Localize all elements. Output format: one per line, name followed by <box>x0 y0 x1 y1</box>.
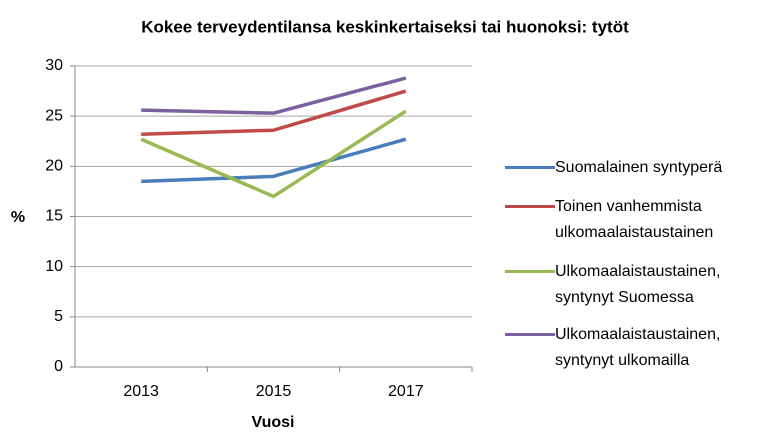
legend-entry: Toinen vanhemmista ulkomaalaistaustainen <box>505 194 765 246</box>
x-axis-label: Vuosi <box>252 414 295 431</box>
legend-entry: Suomalainen syntyperä <box>505 155 765 181</box>
legend-label: Toinen vanhemmista ulkomaalaistaustainen <box>555 198 714 241</box>
chart-title: Kokee terveydentilansa keskinkertaiseksi… <box>141 17 629 36</box>
legend-entry: Ulkomaalaistaustainen, syntynyt Suomessa <box>505 259 765 311</box>
legend-label: Ulkomaalaistaustainen, syntynyt Suomessa <box>555 263 721 306</box>
series-line <box>141 89 407 136</box>
legend-swatch <box>505 333 555 336</box>
y-tick-label: 20 <box>45 158 63 175</box>
y-tick-label: 5 <box>54 308 63 325</box>
legend-label: Suomalainen syntyperä <box>555 159 723 176</box>
y-tick-label: 10 <box>45 258 63 275</box>
series-line <box>141 76 407 115</box>
legend-entry: Ulkomaalaistaustainen, syntynyt ulkomail… <box>505 322 765 374</box>
legend-swatch <box>505 270 555 273</box>
legend-swatch <box>505 166 555 169</box>
x-tick-label: 2015 <box>256 383 292 400</box>
x-tick-label: 2013 <box>123 383 159 400</box>
y-tick-label: 0 <box>54 358 63 375</box>
y-tick-label: 15 <box>45 208 63 225</box>
series-line <box>141 137 407 184</box>
y-tick-label: 30 <box>45 57 63 74</box>
y-axis-label: % <box>11 209 25 226</box>
legend-label: Ulkomaalaistaustainen, syntynyt ulkomail… <box>555 326 721 369</box>
x-tick-label: 2017 <box>388 383 424 400</box>
legend-swatch <box>505 205 555 208</box>
series-line <box>140 109 407 199</box>
y-tick-label: 25 <box>45 107 63 124</box>
